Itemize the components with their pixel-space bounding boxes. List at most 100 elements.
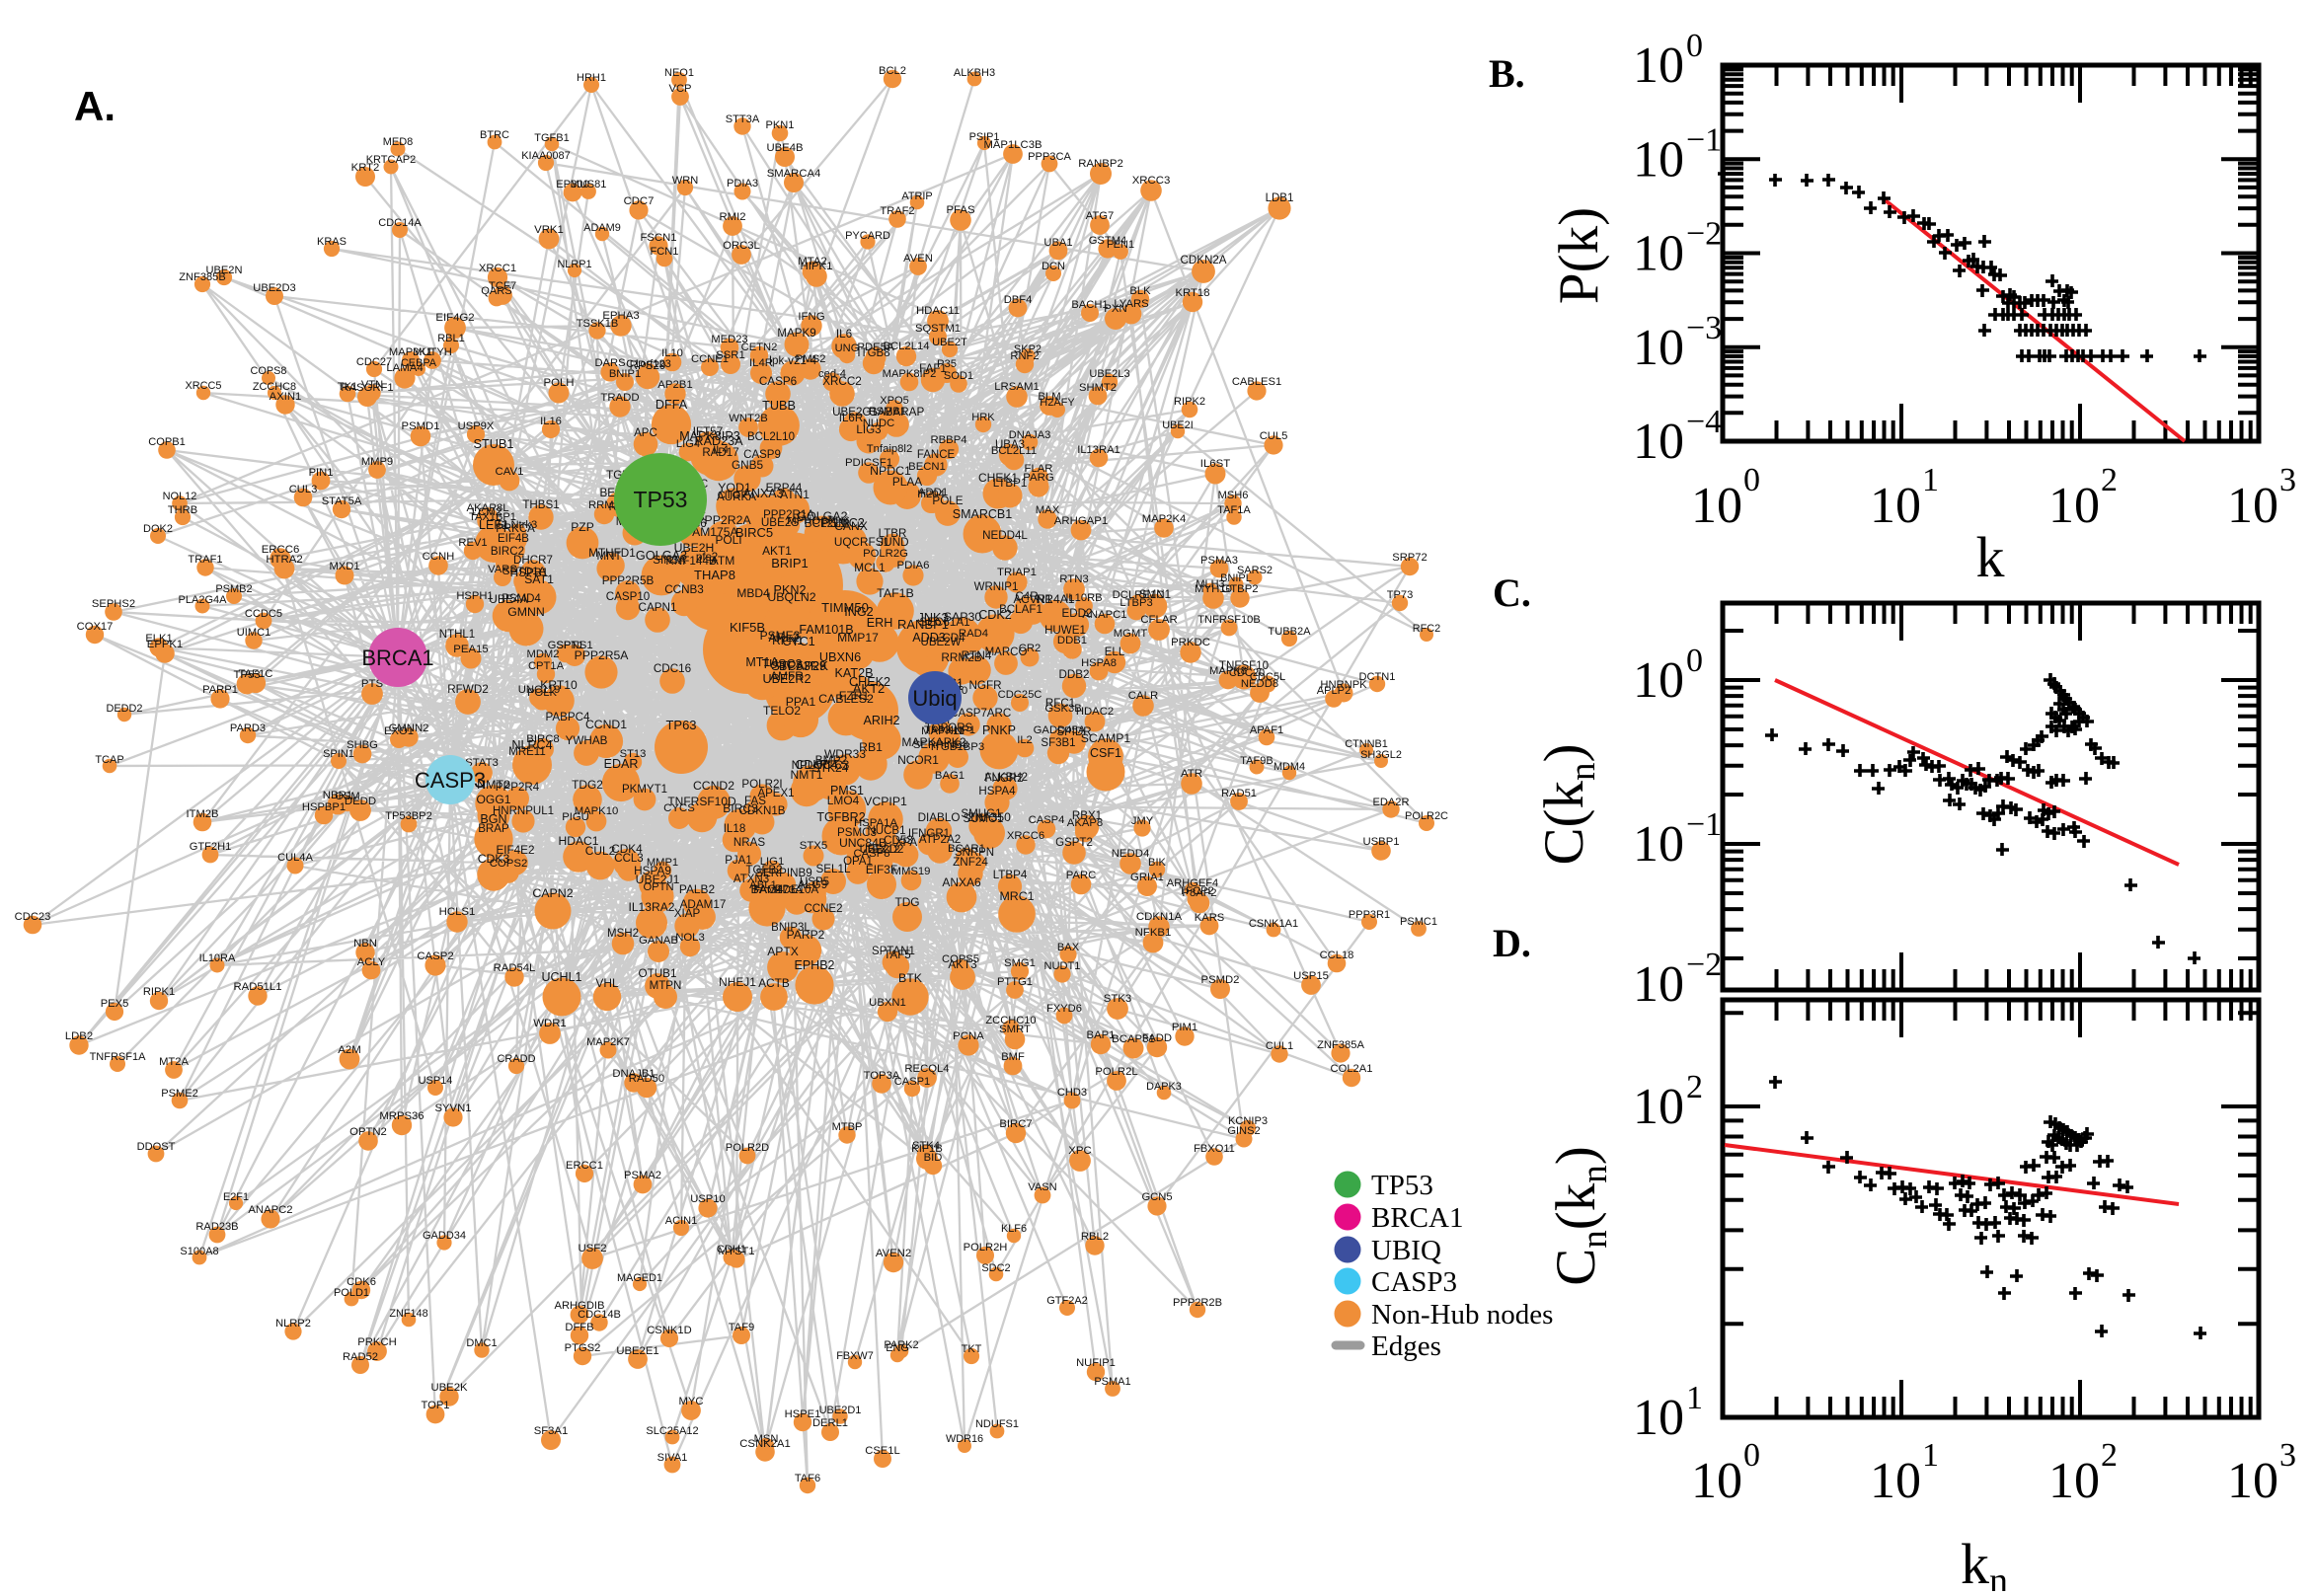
svg-text:KRAS: KRAS [317,236,347,248]
svg-text:SCAMP1: SCAMP1 [1081,731,1131,745]
svg-text:10: 10 [1870,1453,1921,1509]
svg-text:EDD2: EDD2 [1062,607,1093,620]
svg-text:SETD1A: SETD1A [502,566,547,577]
svg-text:IL10RB: IL10RB [1065,592,1102,604]
svg-text:RECQL4: RECQL4 [904,1063,949,1075]
svg-text:OTUB1: OTUB1 [639,967,677,980]
svg-text:C(kn): C(kn) [1533,744,1603,866]
svg-text:TFCP2: TFCP2 [1179,885,1213,897]
svg-text:NDUFS1: NDUFS1 [975,1418,1019,1430]
svg-text:CDC5L: CDC5L [1250,671,1285,683]
svg-text:GSPT2: GSPT2 [1055,837,1093,849]
svg-text:TP53: TP53 [634,487,688,512]
svg-text:TKT: TKT [962,1343,982,1355]
svg-text:10: 10 [1633,956,1684,1013]
svg-text:WDR33: WDR33 [824,747,866,761]
svg-text:PRKCH: PRKCH [357,1336,397,1348]
svg-text:HDAC11: HDAC11 [916,305,960,317]
svg-text:CRADD: CRADD [497,1053,535,1065]
svg-text:MRC1: MRC1 [999,889,1034,903]
svg-text:TAF6: TAF6 [795,1473,820,1484]
svg-text:TSSK1B: TSSK1B [577,318,619,330]
svg-text:PRKDC: PRKDC [1171,637,1210,648]
svg-text:XRCC1: XRCC1 [479,263,516,274]
svg-text:FEN1: FEN1 [1107,239,1134,251]
svg-text:EIF4G2: EIF4G2 [435,312,474,324]
svg-text:DFFB: DFFB [565,1322,593,1333]
svg-text:POLR2I: POLR2I [741,778,782,791]
svg-text:BRIP1: BRIP1 [771,556,809,570]
svg-text:BNIP3L: BNIP3L [771,922,811,934]
svg-text:KIAA0087: KIAA0087 [521,150,571,162]
svg-text:BTK: BTK [898,971,923,985]
svg-text:RAD4: RAD4 [959,628,988,640]
svg-text:LEF1: LEF1 [479,518,508,532]
svg-text:SDC2: SDC2 [981,1262,1010,1274]
svg-text:PARP1: PARP1 [202,684,238,696]
svg-text:SPIN1: SPIN1 [323,748,354,760]
svg-text:10: 10 [1633,816,1684,873]
svg-text:AKAP8: AKAP8 [1067,817,1103,829]
svg-text:GMNN: GMNN [507,605,545,619]
svg-text:SSR1: SSR1 [716,349,745,361]
svg-text:AXIN1: AXIN1 [270,391,302,403]
svg-text:CASP6: CASP6 [759,375,797,388]
svg-text:10: 10 [1633,414,1684,470]
svg-text:BACH1: BACH1 [1071,299,1108,311]
svg-text:DDOST: DDOST [137,1141,176,1153]
svg-text:BRAP: BRAP [478,822,509,835]
svg-text:PSMA2: PSMA2 [624,1170,661,1181]
svg-text:FBXW7: FBXW7 [836,1350,874,1362]
svg-text:−1: −1 [1686,121,1722,158]
svg-text:pfs2: pfs2 [696,550,718,564]
svg-text:CTNNB1: CTNNB1 [1345,738,1388,750]
svg-text:IL2: IL2 [1017,734,1033,746]
svg-text:CDC25C: CDC25C [998,689,1042,701]
svg-text:NTHL1: NTHL1 [439,629,475,641]
svg-text:1: 1 [1686,1380,1703,1416]
svg-text:EPHB2: EPHB2 [795,958,835,972]
svg-text:MMP1: MMP1 [647,857,678,869]
svg-text:IL6ST: IL6ST [1200,458,1230,470]
svg-text:VARS: VARS [488,564,517,575]
svg-text:PPP2R5B: PPP2R5B [602,574,655,587]
svg-text:NEO1: NEO1 [664,67,694,79]
svg-text:HSPBP1: HSPBP1 [302,801,346,813]
svg-text:ZNF385B: ZNF385B [179,271,225,283]
svg-text:HSPA1A: HSPA1A [854,817,898,829]
svg-text:NUFIP1: NUFIP1 [1076,1357,1116,1369]
svg-text:KRT10: KRT10 [540,678,578,692]
svg-text:UBE2W: UBE2W [921,637,962,648]
svg-text:ZCCHC8: ZCCHC8 [253,381,296,393]
svg-text:CCND1: CCND1 [585,718,627,731]
svg-text:CDC14A: CDC14A [378,217,422,229]
svg-text:POLH: POLH [543,377,574,389]
svg-text:NLRP1: NLRP1 [557,259,591,270]
svg-text:SRP72: SRP72 [1392,552,1427,564]
svg-text:C.: C. [1493,570,1531,615]
svg-text:SLC25A12: SLC25A12 [646,1425,698,1437]
svg-text:FAM173A: FAM173A [753,884,803,896]
svg-text:PSMB1: PSMB1 [869,406,906,418]
svg-text:ALKBH2: ALKBH2 [984,772,1028,784]
svg-text:THAP8: THAP8 [694,568,735,582]
svg-text:DERL1: DERL1 [812,1417,848,1429]
svg-text:TAF1B: TAF1B [877,586,914,600]
svg-text:WDR16: WDR16 [946,1433,983,1445]
svg-text:PDIA3: PDIA3 [727,178,758,190]
svg-text:SH3GL2: SH3GL2 [1360,749,1402,761]
svg-text:ABL1: ABL1 [749,879,777,891]
svg-text:RAD51L1: RAD51L1 [234,981,282,993]
svg-text:ADD3: ADD3 [912,631,946,645]
svg-text:BCL2L11: BCL2L11 [991,445,1037,457]
svg-text:RRM2B: RRM2B [941,650,981,664]
svg-text:SOD1: SOD1 [944,370,973,382]
svg-text:MED8: MED8 [383,136,414,148]
svg-text:RFC3: RFC3 [819,759,850,772]
svg-text:CASP7: CASP7 [950,708,987,720]
svg-text:CASP3: CASP3 [415,768,486,793]
svg-text:RBBP4: RBBP4 [930,434,966,446]
svg-text:CETN2: CETN2 [741,342,778,353]
svg-text:ANAPC2: ANAPC2 [248,1204,292,1216]
svg-text:TP53BP2: TP53BP2 [385,810,431,822]
